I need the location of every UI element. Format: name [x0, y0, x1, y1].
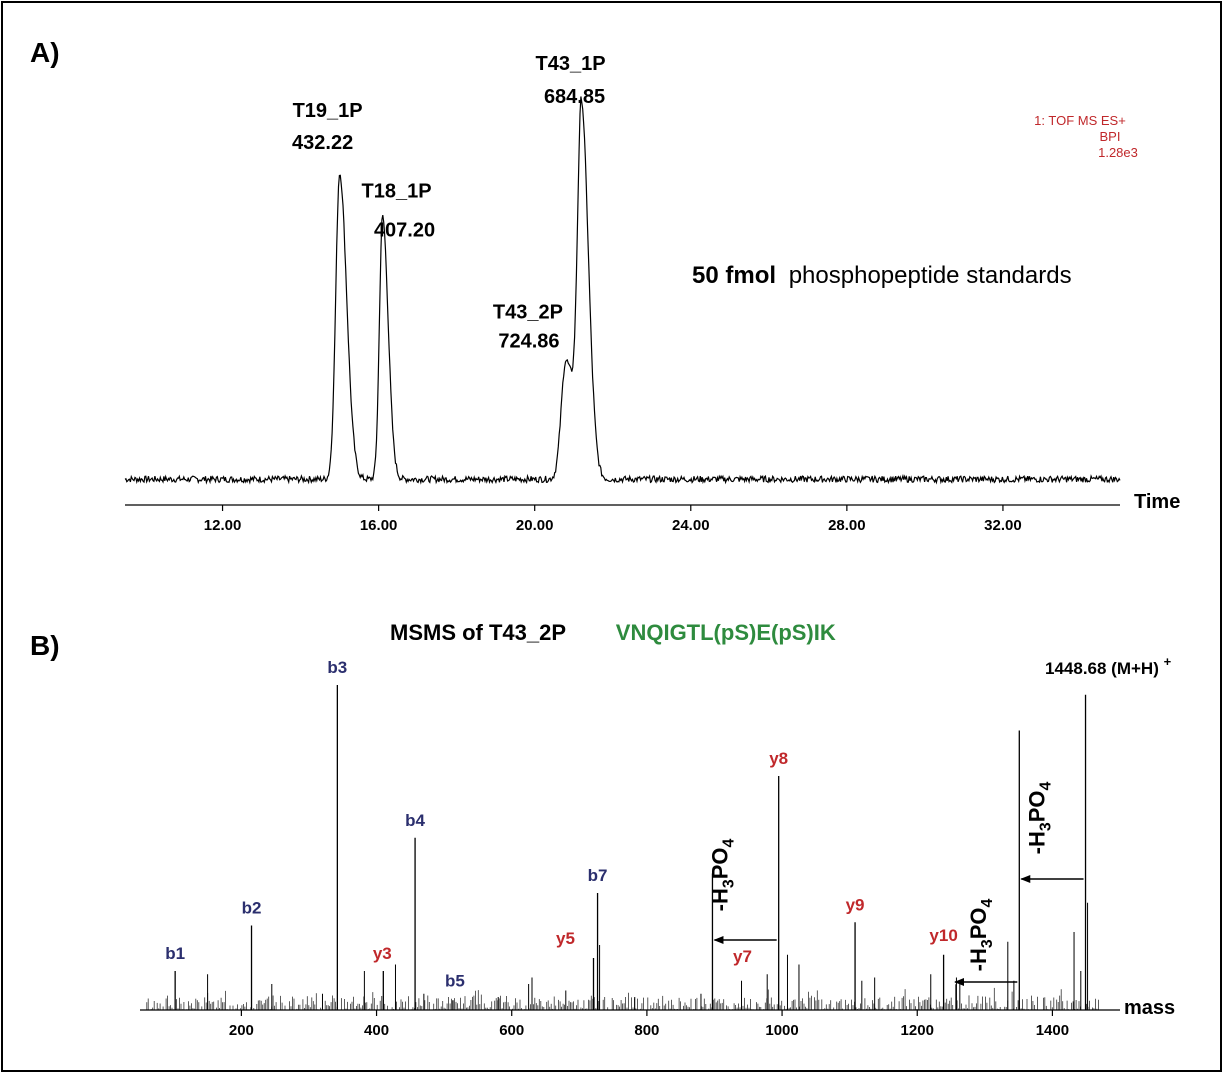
parent-ion-text: 1448.68 (M+H) [1045, 659, 1159, 678]
panel-a-ticks: 12.00 16.00 20.00 24.00 28.00 32.00 [204, 505, 1022, 534]
info-line-3: 1.28e3 [1098, 145, 1138, 160]
fragment-label-b2: b2 [242, 899, 262, 918]
fragment-label-b4: b4 [405, 811, 425, 830]
peak-mz-label: 432.22 [292, 132, 353, 154]
title-black: MSMS of T43_2P [390, 620, 566, 645]
peak-mz-label: 407.20 [374, 219, 435, 241]
neutral-loss-label: -H3PO4 [1024, 781, 1054, 854]
spectrum-peak-labels: b1 b2 b3 y3 b4 b5 y5 b7 y8 y9 y10 y7 [165, 658, 958, 990]
panel-a-tick-label: 24.00 [672, 517, 710, 534]
panel-b-title: MSMS of T43_2P VNQIGTL(pS)E(pS)IK [390, 620, 836, 645]
panel-b-x-axis-label: mass [1124, 997, 1175, 1019]
fragment-label-y8: y8 [769, 749, 788, 768]
panel-a-annotation: 50 fmol phosphopeptide standards [692, 262, 1072, 289]
peak-mz-label: 684.85 [544, 86, 605, 108]
peak-name-label: T43_2P [493, 301, 563, 323]
chromatogram-trace [124, 96, 1121, 485]
parent-ion-charge: + [1164, 654, 1172, 669]
peak-name-label: T43_1P [535, 53, 605, 75]
title-green: VNQIGTL(pS)E(pS)IK [616, 620, 836, 645]
fragment-label-b3: b3 [327, 658, 347, 677]
peak-mz-label: 724.86 [498, 330, 559, 352]
panel-a-info: 1: TOF MS ES+ BPI 1.28e3 [1034, 113, 1138, 160]
annotation-rest: phosphopeptide standards [789, 262, 1072, 289]
panel-b: B) MSMS of T43_2P VNQIGTL(pS)E(pS)IK b1b… [30, 620, 1175, 1039]
panel-a: A) 1: TOF MS ES+ BPI 1.28e3 50 fmol phos… [30, 37, 1180, 534]
panel-a-tick-label: 16.00 [360, 517, 398, 534]
peak-name-label: T18_1P [361, 180, 431, 202]
fragment-label-b5: b5 [445, 971, 465, 990]
peak-name-label: T19_1P [293, 100, 363, 122]
neutral-loss-label: -H3PO4 [966, 898, 996, 971]
panel-b-tick-label: 600 [499, 1022, 524, 1039]
parent-ion-label: 1448.68 (M+H) + [1045, 654, 1172, 678]
panel-b-ticks: 200 400 600 800 1000 1200 1400 [229, 1010, 1069, 1039]
panel-b-tick-label: 200 [229, 1022, 254, 1039]
panel-b-tick-label: 400 [364, 1022, 389, 1039]
panel-b-tick-label: 1400 [1036, 1022, 1069, 1039]
major-peaks [174, 685, 1087, 1010]
info-line-2: BPI [1100, 129, 1121, 144]
annotation-bold: 50 fmol [692, 262, 776, 289]
panel-b-tick-label: 800 [634, 1022, 659, 1039]
panel-b-tick-label: 1200 [901, 1022, 934, 1039]
fragment-label-y3: y3 [373, 944, 392, 963]
neutral-loss-label: -H3PO4 [708, 838, 738, 911]
fragment-label-y10: y10 [929, 926, 957, 945]
fragment-label-y5: y5 [556, 929, 575, 948]
fragment-label-b7: b7 [588, 866, 608, 885]
info-line-1: 1: TOF MS ES+ [1034, 113, 1126, 128]
panel-a-tick-label: 28.00 [828, 517, 866, 534]
panel-a-tick-label: 32.00 [984, 517, 1022, 534]
fragment-label-y7: y7 [733, 947, 752, 966]
panel-b-tick-label: 1000 [765, 1022, 798, 1039]
panel-a-peak-labels: T19_1P 432.22 T18_1P 407.20 T43_2P 724.86 T43_… [292, 53, 606, 352]
panel-a-tick-label: 20.00 [516, 517, 554, 534]
neutral-loss-arrows: -H3PO4 -H3PO4 -H3PO4 [708, 781, 1084, 986]
panel-a-tick-label: 12.00 [204, 517, 242, 534]
panel-a-label: A) [30, 37, 60, 68]
panel-b-label: B) [30, 630, 60, 661]
panel-a-x-axis-label: Time [1134, 491, 1180, 513]
fragment-label-y9: y9 [846, 895, 865, 914]
fragment-label-b1: b1 [165, 944, 185, 963]
